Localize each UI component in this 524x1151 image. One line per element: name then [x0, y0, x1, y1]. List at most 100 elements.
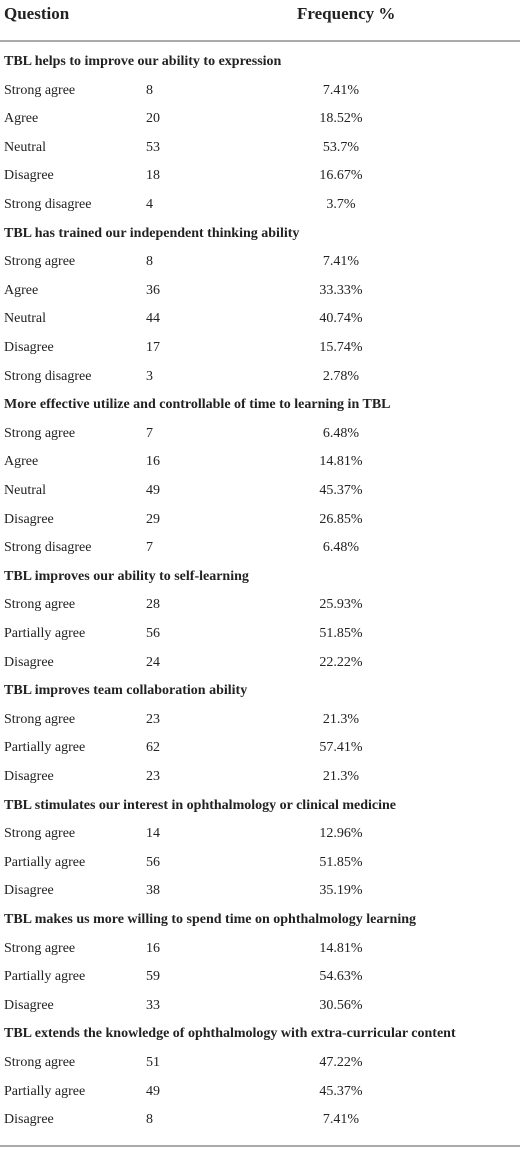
response-percent: 22.22%	[319, 654, 363, 670]
section-title: TBL improves team collaboration ability	[4, 683, 248, 699]
response-count: 29	[146, 511, 160, 527]
response-count: 49	[146, 483, 160, 498]
section-title: TBL improves our ability to self-learnin…	[4, 568, 249, 584]
response-percent: 54.63%	[319, 969, 363, 985]
response-percent: 45.37%	[319, 483, 363, 498]
response-count: 8	[146, 82, 153, 98]
response-label: Disagree	[4, 168, 54, 184]
response-label: Disagree	[4, 1112, 54, 1128]
response-percent: 30.56%	[319, 997, 363, 1013]
response-count: 7	[146, 425, 153, 441]
header-frequency: Frequency %	[297, 4, 396, 23]
response-count: 8	[146, 254, 153, 270]
response-count: 16	[146, 454, 160, 470]
response-count: 16	[146, 940, 160, 956]
response-label: Disagree	[4, 511, 54, 527]
section-title: TBL helps to improve our ability to expr…	[4, 54, 282, 69]
response-label: Disagree	[4, 340, 54, 355]
response-percent: 51.85%	[319, 626, 363, 641]
response-percent: 33.33%	[319, 282, 363, 298]
response-percent: 7.41%	[322, 254, 360, 270]
response-label: Strong agree	[4, 597, 76, 613]
response-label: Strong agree	[4, 425, 76, 441]
response-percent: 35.19%	[319, 883, 363, 899]
response-count: 14	[146, 826, 160, 842]
response-label: Strong agree	[4, 711, 76, 727]
response-count: 28	[146, 597, 160, 613]
response-percent: 21.3%	[322, 711, 360, 727]
response-count: 17	[146, 340, 160, 355]
response-label: Partially agree	[4, 854, 86, 870]
response-percent: 45.37%	[319, 1083, 363, 1099]
response-count: 4	[146, 197, 153, 212]
response-percent: 12.96%	[319, 826, 363, 842]
response-label: Agree	[4, 454, 39, 470]
response-label: Strong agree	[4, 940, 76, 956]
response-count: 20	[146, 111, 160, 127]
response-count: 33	[146, 997, 160, 1013]
response-percent: 57.41%	[319, 740, 363, 756]
response-label: Strong disagree	[4, 368, 92, 384]
response-percent: 18.52%	[319, 111, 363, 127]
response-label: Agree	[4, 282, 39, 298]
response-count: 24	[146, 654, 160, 670]
response-count: 18	[146, 168, 160, 184]
response-label: Agree	[4, 111, 39, 127]
response-label: Partially agree	[4, 1083, 86, 1099]
response-count: 38	[146, 883, 160, 899]
response-percent: 7.41%	[322, 82, 360, 98]
response-label: Neutral	[4, 139, 46, 155]
section-title: TBL has trained our independent thinking…	[4, 225, 300, 241]
response-label: Strong disagree	[4, 197, 92, 212]
response-label: Partially agree	[4, 740, 86, 756]
response-label: Neutral	[4, 311, 46, 327]
response-label: Disagree	[4, 997, 54, 1013]
response-label: Disagree	[4, 654, 54, 670]
response-percent: 6.48%	[322, 425, 360, 441]
response-count: 44	[146, 311, 160, 327]
response-label: Strong disagree	[4, 540, 92, 556]
section-title: More effective utilize and controllable …	[4, 397, 391, 413]
section-title: TBL stimulates our interest in ophthalmo…	[4, 797, 397, 813]
response-percent: 3.7%	[326, 197, 356, 212]
response-count: 62	[146, 740, 160, 756]
response-count: 23	[146, 711, 160, 727]
response-label: Disagree	[4, 769, 54, 784]
response-percent: 51.85%	[319, 854, 363, 870]
response-percent: 25.93%	[319, 597, 363, 613]
header-rule	[0, 40, 520, 42]
response-percent: 14.81%	[319, 940, 363, 956]
response-label: Partially agree	[4, 626, 86, 641]
response-count: 23	[146, 769, 160, 784]
response-count: 36	[146, 282, 160, 298]
section-title: TBL makes us more willing to spend time …	[4, 912, 417, 927]
response-count: 49	[146, 1083, 160, 1099]
response-percent: 21.3%	[322, 769, 360, 784]
response-count: 7	[146, 540, 153, 556]
section-title: TBL extends the knowledge of ophthalmolo…	[4, 1026, 456, 1042]
response-count: 3	[146, 368, 153, 384]
response-percent: 40.74%	[319, 311, 363, 327]
response-percent: 14.81%	[319, 454, 363, 470]
response-percent: 15.74%	[319, 340, 363, 355]
response-count: 51	[146, 1055, 160, 1070]
response-label: Strong agree	[4, 1055, 76, 1070]
header-question: Question	[4, 4, 70, 23]
bottom-rule	[0, 1145, 520, 1147]
response-count: 53	[146, 139, 160, 155]
response-count: 59	[146, 969, 160, 985]
response-label: Strong agree	[4, 826, 76, 842]
response-count: 56	[146, 626, 160, 641]
response-percent: 7.41%	[322, 1112, 360, 1128]
response-percent: 53.7%	[322, 139, 360, 155]
response-percent: 2.78%	[322, 368, 360, 384]
response-percent: 16.67%	[319, 168, 363, 184]
response-label: Neutral	[4, 483, 46, 498]
response-percent: 47.22%	[319, 1055, 363, 1070]
response-percent: 6.48%	[322, 540, 360, 556]
response-count: 8	[146, 1112, 153, 1128]
response-label: Strong agree	[4, 82, 76, 98]
response-count: 56	[146, 854, 160, 870]
response-label: Partially agree	[4, 969, 86, 985]
